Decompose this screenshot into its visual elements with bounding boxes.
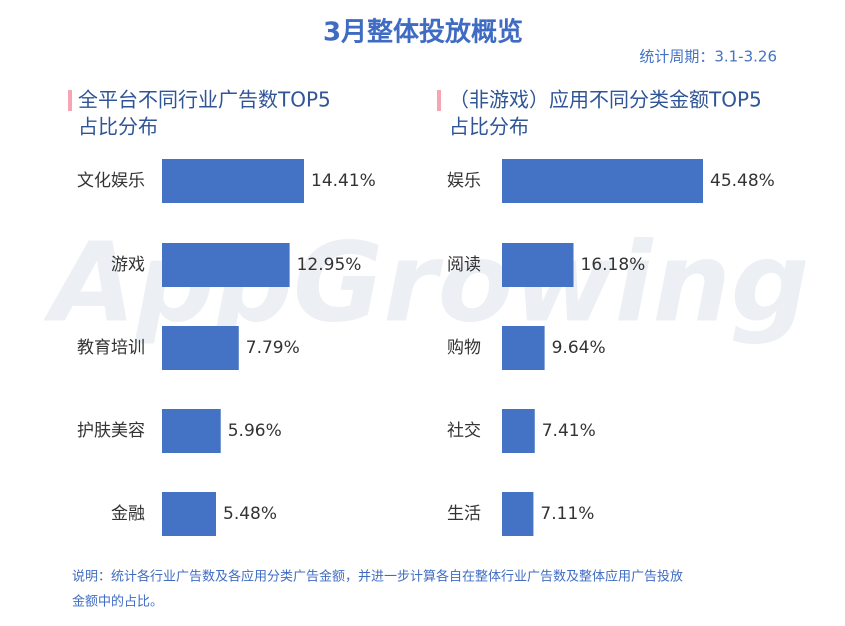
period: 统计周期：3.1-3.26 <box>639 48 777 66</box>
bar <box>502 243 574 287</box>
bar <box>502 326 545 370</box>
chart-title: （非游戏）应用不同分类金额TOP5 <box>449 88 762 112</box>
value-label: 16.18% <box>581 255 646 275</box>
bar <box>162 409 221 453</box>
bar <box>162 159 304 203</box>
category-label: 阅读 <box>447 255 481 275</box>
bar <box>162 326 239 370</box>
value-label: 7.41% <box>542 421 596 441</box>
value-label: 12.95% <box>297 255 362 275</box>
category-label: 金融 <box>111 504 145 524</box>
chart-title: 占比分布 <box>449 115 529 139</box>
chart-title: 占比分布 <box>78 115 158 139</box>
value-label: 5.48% <box>223 504 277 524</box>
value-label: 5.96% <box>228 421 282 441</box>
category-label: 购物 <box>447 338 481 358</box>
value-label: 14.41% <box>311 171 376 191</box>
value-label: 7.11% <box>540 504 594 524</box>
bar <box>162 243 290 287</box>
note: 说明：统计各行业广告数及各应用分类广告金额，并进一步计算各自在整体行业广告数及整… <box>72 569 683 585</box>
value-label: 9.64% <box>552 338 606 358</box>
value-label: 45.48% <box>710 171 775 191</box>
watermark: AppGrowing <box>42 218 809 346</box>
note: 金额中的占比。 <box>72 594 163 610</box>
bar <box>502 492 534 536</box>
value-label: 7.79% <box>246 338 300 358</box>
category-label: 生活 <box>447 504 481 524</box>
bar <box>162 492 217 536</box>
category-label: 文化娱乐 <box>77 171 145 191</box>
title-accent <box>68 90 72 111</box>
chart-title: 全平台不同行业广告数TOP5 <box>78 88 331 112</box>
category-label: 护肤美容 <box>77 421 145 441</box>
category-label: 娱乐 <box>447 171 481 191</box>
category-label: 教育培训 <box>77 338 145 358</box>
bar <box>502 409 535 453</box>
page-title: 3月整体投放概览 <box>323 17 523 48</box>
category-label: 游戏 <box>111 255 145 275</box>
bar <box>502 159 703 203</box>
title-accent <box>437 90 441 111</box>
category-label: 社交 <box>447 421 481 441</box>
